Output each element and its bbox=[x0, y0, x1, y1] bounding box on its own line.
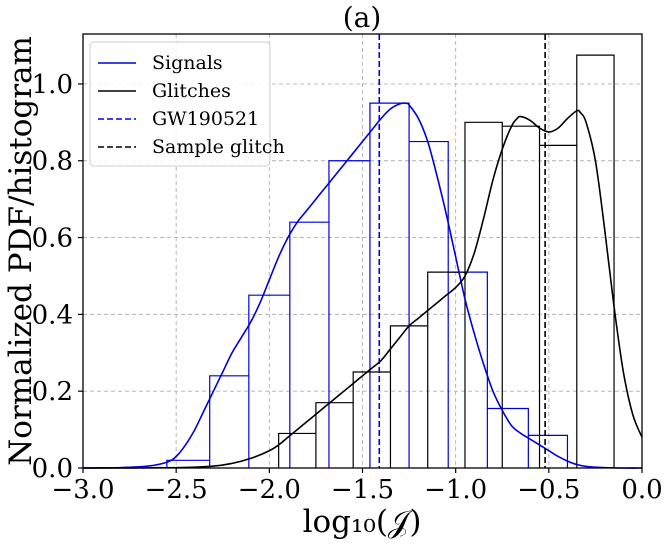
series-line bbox=[82, 109, 643, 469]
chart-title: (a) bbox=[343, 1, 382, 34]
x-tick-label: −2.0 bbox=[238, 475, 301, 505]
legend-label: Sample glitch bbox=[152, 136, 285, 158]
y-tick-label: 0.8 bbox=[32, 147, 73, 177]
legend-box bbox=[89, 41, 271, 167]
x-tick-label: −1.5 bbox=[331, 475, 394, 505]
series-line bbox=[82, 102, 643, 469]
y-tick-label: 0.2 bbox=[32, 377, 73, 407]
curves bbox=[82, 102, 643, 469]
legend: Signals Glitches GW190521 Sample glitch bbox=[89, 41, 285, 167]
legend-label: GW190521 bbox=[152, 108, 259, 130]
x-tick-label: −0.5 bbox=[517, 475, 580, 505]
vertical-lines bbox=[378, 34, 546, 468]
histograms bbox=[166, 54, 615, 468]
legend-label: Glitches bbox=[152, 80, 231, 102]
y-axis-label: Normalized PDF/histogram bbox=[3, 36, 39, 466]
legend-label: Signals bbox=[152, 52, 223, 74]
x-tick-label: −3.0 bbox=[51, 475, 114, 505]
histogram-outline bbox=[278, 54, 615, 468]
x-tick-label: −1.0 bbox=[424, 475, 487, 505]
y-tick-label: 0.0 bbox=[32, 454, 73, 484]
y-tick-label: 0.4 bbox=[32, 300, 73, 330]
y-tick-label: 1.0 bbox=[32, 70, 73, 100]
x-axis-label: log₁₀(𝒥) bbox=[303, 504, 422, 540]
y-tick-label: 0.6 bbox=[32, 224, 73, 254]
y-axis-ticks: 0.0 0.2 0.4 0.6 0.8 1.0 bbox=[32, 70, 83, 484]
x-tick-label: −2.5 bbox=[145, 475, 208, 505]
x-axis-ticks: −3.0 −2.5 −2.0 −1.5 −1.0 −0.5 0.0 bbox=[51, 468, 663, 505]
x-tick-label: 0.0 bbox=[621, 475, 662, 505]
